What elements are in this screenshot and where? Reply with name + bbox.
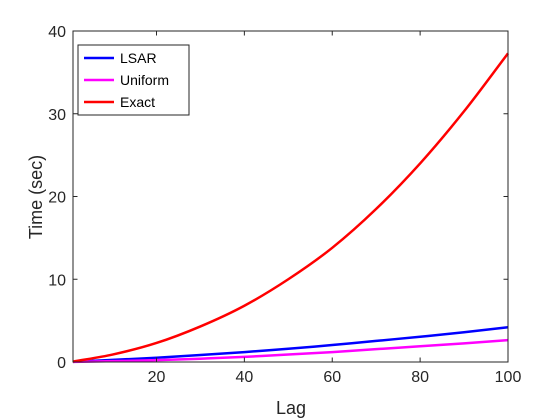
x-tick-label: 20	[148, 369, 166, 386]
series-line-exact	[72, 52, 509, 363]
legend-box	[77, 44, 190, 116]
y-tick-label: 20	[48, 190, 66, 207]
y-axis-label: Time (sec)	[26, 155, 46, 239]
x-tick-label: 60	[323, 369, 341, 386]
x-tick-label: 80	[411, 369, 429, 386]
y-tick-label: 30	[48, 107, 66, 124]
legend-label-lsar: LSAR	[120, 50, 157, 66]
x-tick-label: 100	[495, 369, 522, 386]
x-axis-label: Lag	[276, 398, 306, 418]
legend-label-exact: Exact	[120, 94, 155, 110]
y-tick-label: 10	[48, 272, 66, 289]
x-tick-label: 40	[235, 369, 253, 386]
series-line-lsar	[72, 326, 509, 364]
series-line-uniform	[72, 338, 509, 364]
y-tick-label: 0	[57, 355, 66, 372]
legend: LSAR Uniform Exact	[77, 44, 190, 116]
legend-label-uniform: Uniform	[120, 72, 169, 88]
y-tick-label: 40	[48, 24, 66, 41]
